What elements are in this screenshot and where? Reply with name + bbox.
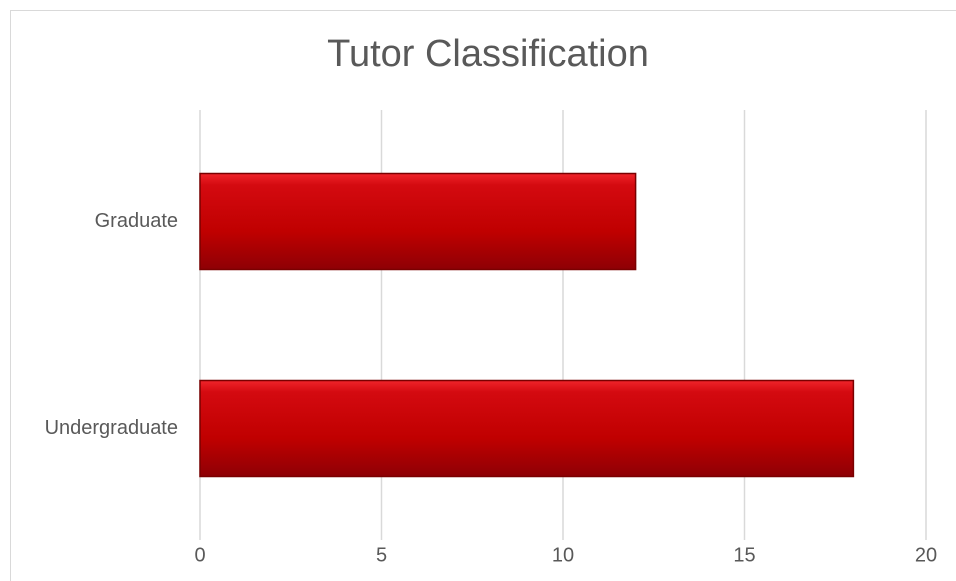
y-tick-label: Graduate (95, 210, 178, 232)
x-tick-label: 5 (376, 544, 387, 566)
bar (199, 379, 855, 478)
x-tick-label: 0 (194, 544, 205, 566)
x-tick-label: 10 (552, 544, 574, 566)
chart-title: Tutor Classification (327, 33, 649, 75)
chart-frame (10, 10, 956, 581)
x-tick-label: 20 (915, 544, 937, 566)
x-tick-label: 15 (733, 544, 755, 566)
y-tick-label: Undergraduate (45, 417, 178, 439)
bar (199, 172, 637, 271)
bars (199, 172, 855, 478)
